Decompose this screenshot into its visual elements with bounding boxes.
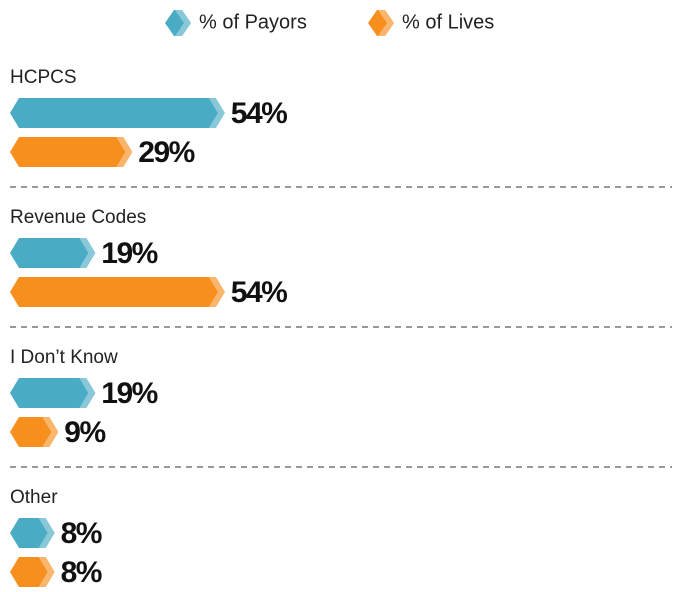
- bar-part: [79, 238, 96, 268]
- value-label: 29%: [138, 136, 194, 169]
- category-label: HCPCS: [10, 67, 77, 88]
- bar-part: [10, 417, 59, 447]
- bar-part: [42, 417, 59, 447]
- value-label: 19%: [101, 237, 157, 270]
- value-label: 54%: [231, 276, 287, 309]
- legend-icon: [165, 10, 191, 36]
- bar-part: [38, 518, 55, 548]
- legend-icon: [368, 10, 394, 36]
- legend-label: % of Payors: [199, 11, 307, 33]
- value-label: 19%: [101, 377, 157, 410]
- bar-part: [175, 10, 191, 36]
- bar: [10, 378, 96, 408]
- bar: [10, 137, 133, 167]
- value-label: 8%: [61, 517, 102, 550]
- bar-part: [38, 557, 55, 587]
- value-label: 8%: [61, 556, 102, 589]
- bar-part: [208, 277, 225, 307]
- bar: [10, 98, 225, 128]
- bar-part: [10, 98, 225, 128]
- bar-part: [378, 10, 394, 36]
- bar-part: [208, 98, 225, 128]
- category-label: Revenue Codes: [10, 207, 146, 228]
- bar: [10, 518, 55, 548]
- bar-part: [79, 378, 96, 408]
- legend-label: % of Lives: [402, 11, 494, 33]
- bar: [10, 557, 55, 587]
- value-label: 9%: [64, 416, 105, 449]
- bar-part: [10, 378, 96, 408]
- category-label: I Don’t Know: [10, 347, 118, 368]
- category-label: Other: [10, 487, 58, 508]
- bar-part: [116, 137, 133, 167]
- bar-part: [10, 137, 133, 167]
- bar: [10, 277, 225, 307]
- bar-part: [10, 277, 225, 307]
- value-label: 54%: [231, 97, 287, 130]
- bar: [10, 417, 59, 447]
- bar-part: [10, 238, 96, 268]
- bar: [10, 238, 96, 268]
